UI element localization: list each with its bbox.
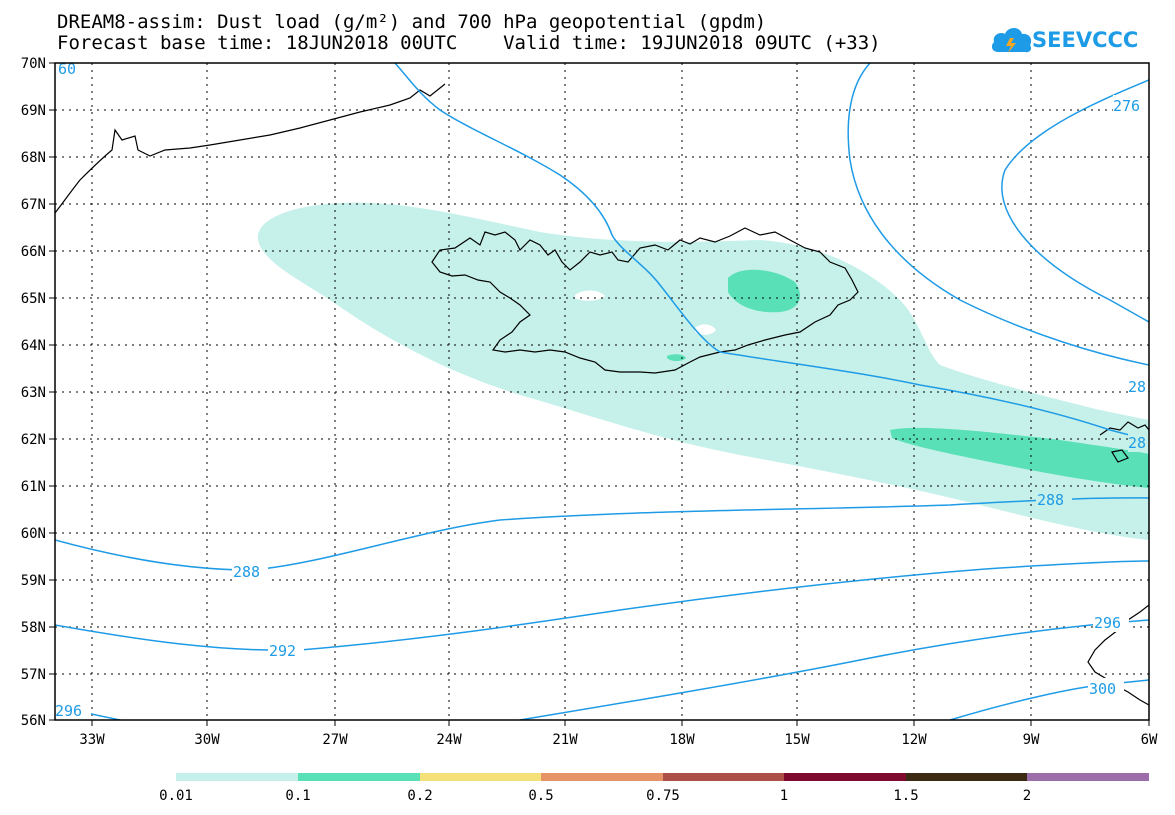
dust-load-field <box>257 202 1149 541</box>
contour-label-300: 300 <box>1089 680 1116 698</box>
colorbar-segment <box>420 773 541 781</box>
colorbar-segment <box>784 773 906 781</box>
glacier-gap <box>695 324 716 335</box>
colorbar-segment <box>1027 773 1149 781</box>
colorbar-label: 0.2 <box>407 788 432 804</box>
contour-label-60: 60 <box>58 60 76 78</box>
dust-region-small <box>667 354 686 361</box>
contour-line <box>1001 79 1149 323</box>
lon-label: 24W <box>436 732 462 748</box>
lat-label: 56N <box>21 713 46 729</box>
colorbar-segment <box>663 773 784 781</box>
colorbar-label: 0.75 <box>646 788 680 804</box>
longitude-labels: 33W 30W 27W 24W 21W 18W 15W 12W 9W 6W <box>79 732 1158 748</box>
lat-label: 61N <box>21 479 46 495</box>
colorbar-label: 1.5 <box>893 788 918 804</box>
colorbar: 0.01 0.1 0.2 0.5 0.75 1 1.5 2 <box>159 773 1149 804</box>
lon-label: 21W <box>552 732 578 748</box>
map-title-line-1: DREAM8-assim: Dust load (g/m²) and 700 h… <box>57 11 767 33</box>
colorbar-segment <box>176 773 298 781</box>
lon-label: 9W <box>1023 732 1040 748</box>
contour-label-28a: 28 <box>1128 378 1146 396</box>
colorbar-label: 2 <box>1023 788 1031 804</box>
contour-label-296-east: 296 <box>1094 614 1121 632</box>
contour-line <box>847 63 1149 366</box>
dust-region-light <box>257 202 1149 541</box>
lat-label: 57N <box>21 667 46 683</box>
lon-label: 33W <box>79 732 105 748</box>
contour-label-288-east: 288 <box>1037 491 1064 509</box>
seevccc-logo: SEEVCCC <box>990 22 1150 58</box>
lat-label: 66N <box>21 244 46 260</box>
logo-text: SEEVCCC <box>1032 28 1139 52</box>
contour-labels: 276 28 28 288 288 292 296 296 300 60 <box>55 60 1149 720</box>
iceland-coast <box>431 227 859 374</box>
axis-ticks <box>49 62 1150 726</box>
contour-label-296-west: 296 <box>55 702 82 720</box>
lat-label: 59N <box>21 573 46 589</box>
contour-label-292: 292 <box>269 642 296 660</box>
lat-label: 64N <box>21 338 46 354</box>
contour-line <box>394 63 1149 441</box>
geopotential-contours <box>55 63 1149 720</box>
lon-label: 15W <box>784 732 810 748</box>
colorbar-label: 0.01 <box>159 788 193 804</box>
faroe-islands <box>1099 421 1149 463</box>
dust-region-medium-iceland <box>728 269 800 313</box>
glacier-gap-2 <box>575 290 605 301</box>
contour-label-28b: 28 <box>1128 434 1146 452</box>
lat-label: 60N <box>21 526 46 542</box>
colorbar-label: 1 <box>780 788 788 804</box>
lon-label: 30W <box>194 732 220 748</box>
colorbar-label: 0.1 <box>285 788 310 804</box>
greenland-coast <box>55 83 446 214</box>
lon-label: 27W <box>322 732 348 748</box>
contour-line <box>55 497 1149 571</box>
map-title-line-2: Forecast base time: 18JUN2018 00UTC Vali… <box>57 32 881 54</box>
dust-region-medium-east <box>890 427 1149 488</box>
colorbar-label: 0.5 <box>528 788 553 804</box>
cloud-icon <box>991 28 1032 53</box>
lat-label: 70N <box>21 56 46 72</box>
lat-label: 69N <box>21 103 46 119</box>
lat-label: 67N <box>21 197 46 213</box>
lon-label: 12W <box>901 732 927 748</box>
contour-line <box>519 619 1149 720</box>
colorbar-segment <box>298 773 420 781</box>
lat-label: 68N <box>21 150 46 166</box>
lat-label: 65N <box>21 291 46 307</box>
contour-label-276: 276 <box>1113 97 1140 115</box>
contour-line <box>55 560 1149 651</box>
lon-label: 6W <box>1141 732 1158 748</box>
colorbar-segment <box>541 773 663 781</box>
contour-label-288-west: 288 <box>233 563 260 581</box>
lat-label: 62N <box>21 432 46 448</box>
lat-label: 63N <box>21 385 46 401</box>
map-grid <box>55 63 1149 720</box>
lon-label: 18W <box>669 732 695 748</box>
latitude-labels: 70N 69N 68N 67N 66N 65N 64N 63N 62N 61N … <box>21 56 46 729</box>
lat-label: 58N <box>21 620 46 636</box>
colorbar-segment <box>906 773 1027 781</box>
